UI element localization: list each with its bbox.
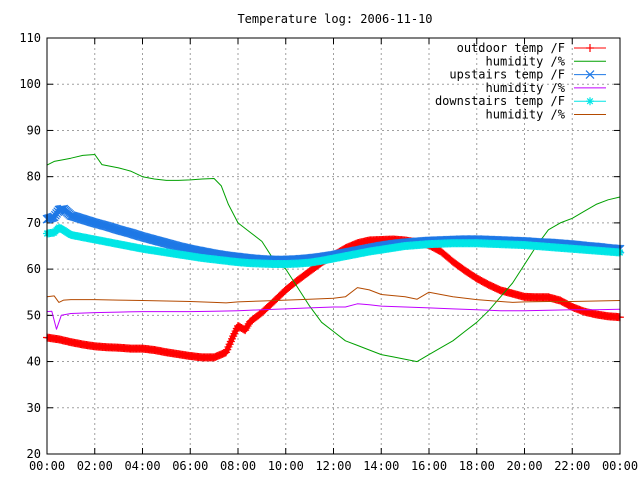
x-tick-label: 00:00 xyxy=(29,459,65,473)
y-tick-label: 90 xyxy=(27,123,41,137)
series-line xyxy=(46,287,621,304)
x-tick-label: 02:00 xyxy=(77,459,113,473)
legend-label: humidity /% xyxy=(486,81,566,95)
y-tick-label: 80 xyxy=(27,170,41,184)
y-tick-label: 110 xyxy=(19,31,41,45)
axis-ticks: 20 30 40 50 60 70 80 90 100 110 00:00 02:00 04:00 06:… xyxy=(19,31,638,473)
x-tick-label: 14:00 xyxy=(363,459,399,473)
series-line xyxy=(46,154,621,363)
x-tick-label: 08:00 xyxy=(220,459,256,473)
x-tick-label: 16:00 xyxy=(411,459,447,473)
series-point xyxy=(56,205,66,214)
y-tick-label: 30 xyxy=(27,401,41,415)
series-4 xyxy=(46,303,621,330)
y-tick-label: 70 xyxy=(27,216,41,230)
x-tick-label: 22:00 xyxy=(554,459,590,473)
x-tick-label: 00:00 xyxy=(602,459,638,473)
legend-label: upstairs temp /F xyxy=(449,68,565,82)
plot-frame xyxy=(46,37,621,455)
x-tick-label: 20:00 xyxy=(506,459,542,473)
series-6 xyxy=(46,287,621,304)
legend-label: downstairs temp /F xyxy=(435,94,565,108)
series-point xyxy=(586,97,594,106)
x-tick-label: 06:00 xyxy=(172,459,208,473)
x-tick-label: 10:00 xyxy=(268,459,304,473)
x-tick-label: 12:00 xyxy=(315,459,351,473)
legend-label: humidity /% xyxy=(486,108,566,122)
y-tick-label: 50 xyxy=(27,308,41,322)
grid xyxy=(47,38,620,454)
series-point xyxy=(586,44,594,52)
legend-label: outdoor temp /F xyxy=(457,41,565,55)
y-tick-label: 20 xyxy=(27,447,41,461)
series-layer xyxy=(42,154,625,363)
series-point xyxy=(585,70,595,80)
series-1 xyxy=(43,235,624,362)
y-tick-label: 60 xyxy=(27,262,41,276)
series-line xyxy=(46,303,621,330)
legend-label: humidity /% xyxy=(486,54,566,68)
y-tick-label: 100 xyxy=(19,77,41,91)
chart-title: Temperature log: 2006-11-10 xyxy=(237,12,432,26)
series-2 xyxy=(46,154,621,363)
y-tick-label: 40 xyxy=(27,355,41,369)
series-5 xyxy=(43,223,624,269)
x-tick-label: 04:00 xyxy=(124,459,160,473)
x-tick-label: 18:00 xyxy=(459,459,495,473)
